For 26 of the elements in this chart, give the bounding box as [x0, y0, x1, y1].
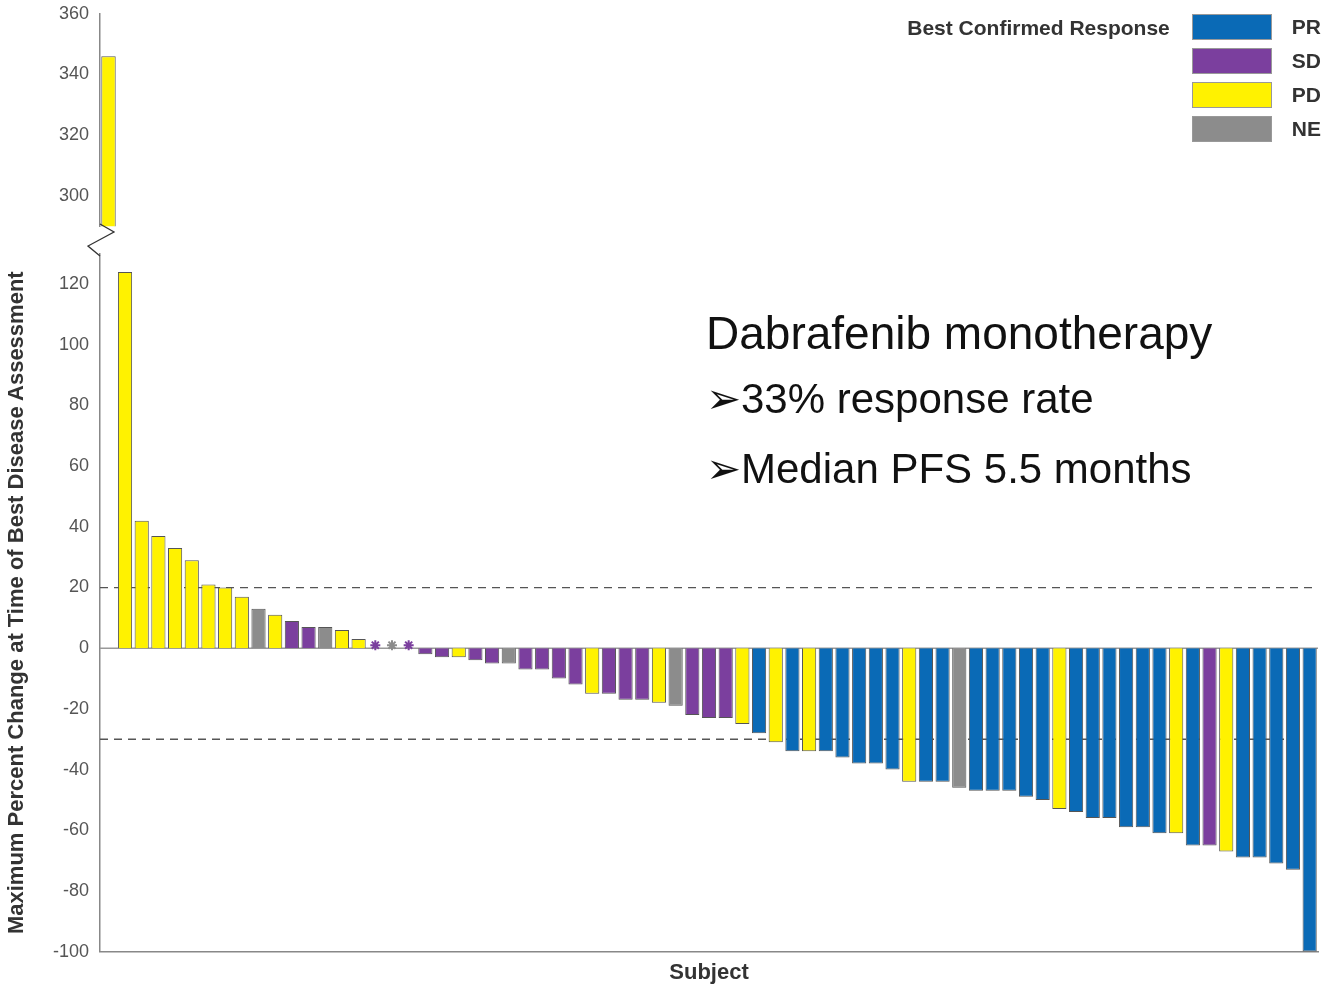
y-tick-label: -40: [62, 758, 89, 779]
y-tick-label: -60: [62, 819, 89, 840]
y-tick-label: 120: [58, 273, 89, 294]
annotation: Dabrafenib monotherapy: [706, 306, 1213, 361]
y-tick-label: -80: [62, 879, 89, 900]
y-tick-label: 360: [58, 2, 89, 23]
y-tick-label: 40: [68, 515, 89, 536]
annotation: ➢Median PFS 5.5 months: [706, 444, 1193, 494]
legend-label: PR: [1291, 15, 1321, 39]
y-tick-label: 60: [68, 455, 89, 476]
legend-label: PD: [1291, 83, 1321, 107]
legend-label: NE: [1291, 117, 1321, 141]
x-axis-title: Subject: [669, 958, 750, 984]
y-tick-label: -100: [52, 940, 89, 961]
y-tick-label: 320: [58, 124, 89, 145]
y-tick-label: 20: [68, 576, 89, 597]
y-tick-label: 0: [78, 637, 89, 658]
legend-title: Best Confirmed Response: [907, 16, 1170, 40]
legend-label: SD: [1291, 49, 1321, 73]
annotation: ➢33% response rate: [706, 374, 1095, 424]
y-tick-label: 80: [68, 394, 89, 415]
y-axis-title: Maximum Percent Change at Time of Best Disease Assessment: [3, 270, 29, 935]
y-tick-label: 300: [58, 184, 89, 205]
y-tick-label: -20: [62, 697, 89, 718]
y-tick-label: 100: [58, 333, 89, 354]
y-tick-label: 340: [58, 63, 89, 84]
